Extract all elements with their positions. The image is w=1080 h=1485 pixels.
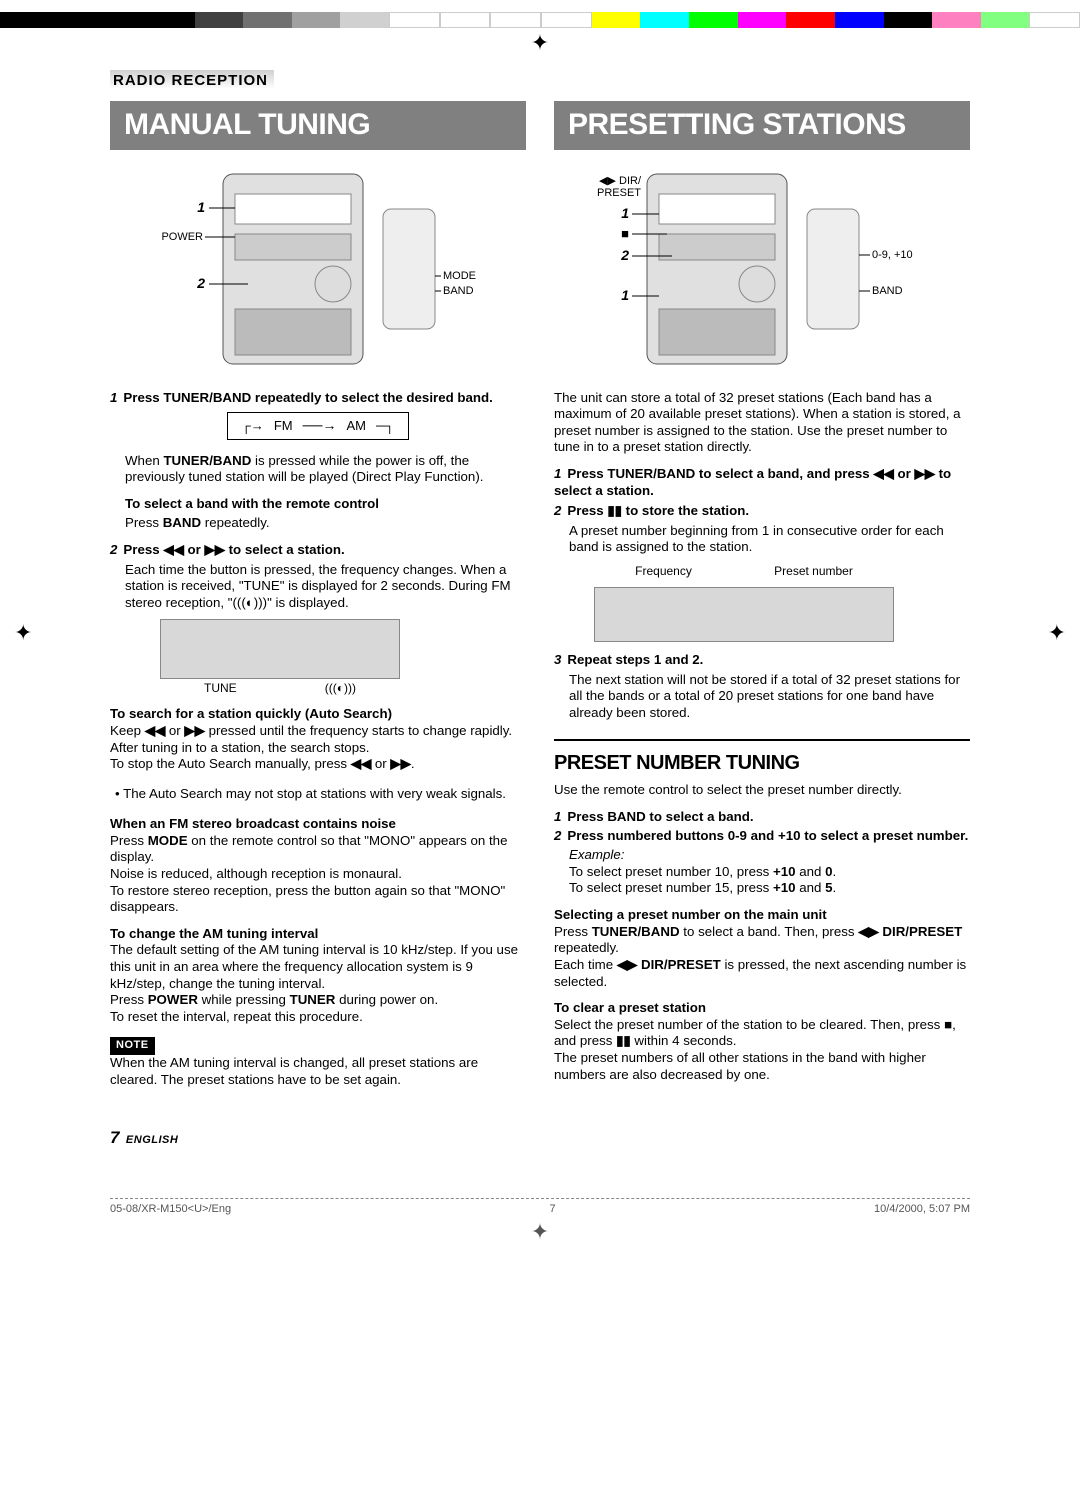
svg-text:PRESET: PRESET xyxy=(597,187,641,199)
select-main-head: Selecting a preset number on the main un… xyxy=(554,907,970,924)
clear-body2: The preset numbers of all other stations… xyxy=(554,1050,970,1083)
page-language: ENGLISH xyxy=(126,1134,178,1146)
presetting-stations-title: PRESETTING STATIONS xyxy=(554,101,970,150)
right-intro: The unit can store a total of 32 preset … xyxy=(554,390,970,456)
aminterval-head: To change the AM tuning interval xyxy=(110,926,526,943)
display-caption-row: FrequencyPreset number xyxy=(594,564,894,579)
fmnoise-body3: To restore stereo reception, press the b… xyxy=(110,883,526,916)
registration-mark-right: ✦ xyxy=(1048,620,1066,646)
right-step3-head: 3Repeat steps 1 and 2. xyxy=(554,652,970,669)
device-diagram-left: 1 POWER 2 MODE BAND xyxy=(153,164,483,374)
registration-mark-top: ✦ xyxy=(531,30,549,56)
svg-text:POWER: POWER xyxy=(161,231,203,243)
right-step1-head: 1Press TUNER/BAND to select a band, and … xyxy=(554,466,970,499)
tune-display-placeholder xyxy=(160,619,400,679)
pnt-example: Example: To select preset number 10, pre… xyxy=(569,847,970,897)
manual-tuning-title: MANUAL TUNING xyxy=(110,101,526,150)
remote-select-body: Press BAND repeatedly. xyxy=(125,515,526,532)
autosearch-bullet: The Auto Search may not stop at stations… xyxy=(110,786,526,803)
right-step3-body: The next station will not be stored if a… xyxy=(569,672,970,722)
tune-display-caption: TUNE (((◐))) xyxy=(160,681,400,696)
select-main-body2: Each time ◀▶ DIR/PRESET is pressed, the … xyxy=(554,957,970,990)
svg-text:2: 2 xyxy=(196,275,205,291)
right-step2-body: A preset number beginning from 1 in cons… xyxy=(569,523,970,556)
select-main-body1: Press TUNER/BAND to select a band. Then,… xyxy=(554,924,970,957)
aminterval-body1: The default setting of the AM tuning int… xyxy=(110,942,526,992)
autosearch-head: To search for a station quickly (Auto Se… xyxy=(110,706,526,723)
forward-icon: ▶▶ xyxy=(204,542,224,557)
left-step2-body: Each time the button is pressed, the fre… xyxy=(125,562,526,612)
svg-text:1: 1 xyxy=(621,287,629,303)
svg-text:0-9, +10: 0-9, +10 xyxy=(872,249,913,261)
stereo-icon: (((◐))) xyxy=(232,595,267,610)
svg-text:1: 1 xyxy=(197,199,205,215)
color-calibration-bar xyxy=(0,12,1080,28)
device-diagram-right: ◀▶ DIR/ PRESET 1 ■ 2 1 0-9, +10 BAND xyxy=(577,164,947,374)
fmnoise-body1: Press MODE on the remote control so that… xyxy=(110,833,526,866)
section-header: RADIO RECEPTION xyxy=(110,70,970,89)
svg-text:MODE: MODE xyxy=(443,270,476,282)
right-step2-head: 2Press ▮▮ to store the station. xyxy=(554,503,970,520)
print-footer: 05-08/XR-M150<U>/Eng 7 10/4/2000, 5:07 P… xyxy=(110,1198,970,1215)
rewind-icon: ◀◀ xyxy=(163,542,183,557)
clear-body1: Select the preset number of the station … xyxy=(554,1017,970,1050)
svg-text:BAND: BAND xyxy=(872,285,903,297)
note-badge: NOTE xyxy=(110,1037,155,1055)
clear-head: To clear a preset station xyxy=(554,1000,970,1017)
fm-am-box: ┌→FM──→AM─┐ xyxy=(227,412,410,440)
preset-number-tuning-title: PRESET NUMBER TUNING xyxy=(554,739,970,776)
aminterval-body3: To reset the interval, repeat this proce… xyxy=(110,1009,526,1026)
autosearch-body1: Keep ◀◀ or ▶▶ pressed until the frequenc… xyxy=(110,723,526,756)
stop-icon: ■ xyxy=(944,1017,952,1032)
note-body: When the AM tuning interval is changed, … xyxy=(110,1055,526,1088)
pnt-step2: 2Press numbered buttons 0-9 and +10 to s… xyxy=(554,828,970,845)
left-step1-head: 1Press TUNER/BAND repeatedly to select t… xyxy=(110,390,526,407)
page-number: 7 xyxy=(110,1128,119,1147)
pnt-step1: 1Press BAND to select a band. xyxy=(554,809,970,826)
svg-text:1: 1 xyxy=(621,205,629,221)
autosearch-body2: To stop the Auto Search manually, press … xyxy=(110,756,526,773)
svg-text:■: ■ xyxy=(621,226,629,241)
svg-text:◀▶: ◀▶ xyxy=(599,175,616,187)
preset-number-intro: Use the remote control to select the pre… xyxy=(554,782,970,799)
svg-text:DIR/: DIR/ xyxy=(619,175,642,187)
svg-text:BAND: BAND xyxy=(443,285,474,297)
left-column: MANUAL TUNING 1 POWER 2 MODE BAND xyxy=(110,101,526,1088)
right-column: PRESETTING STATIONS ◀▶ DIR/ PRESET 1 ■ 2… xyxy=(554,101,970,1088)
registration-mark-bottom: ✦ xyxy=(531,1219,549,1245)
svg-text:2: 2 xyxy=(620,247,629,263)
aminterval-body2: Press POWER while pressing TUNER during … xyxy=(110,992,526,1009)
fmnoise-head: When an FM stereo broadcast contains noi… xyxy=(110,816,526,833)
preset-display-placeholder xyxy=(594,587,894,642)
pause-icon: ▮▮ xyxy=(607,503,622,518)
registration-mark-left: ✦ xyxy=(14,620,32,646)
left-step2-head: 2Press ◀◀ or ▶▶ to select a station. xyxy=(110,542,526,559)
fmnoise-body2: Noise is reduced, although reception is … xyxy=(110,866,526,883)
remote-select-head: To select a band with the remote control xyxy=(125,496,526,513)
left-step1-body: When TUNER/BAND is pressed while the pow… xyxy=(125,453,526,486)
